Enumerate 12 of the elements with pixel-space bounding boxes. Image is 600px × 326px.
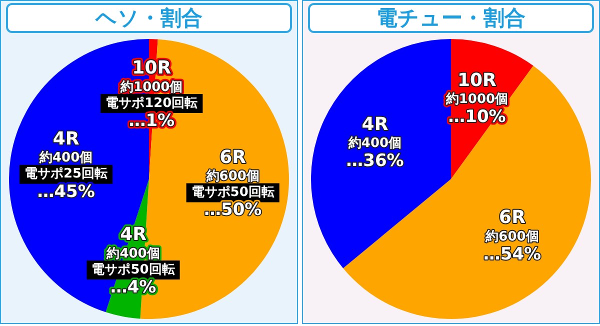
data-label: …36% xyxy=(346,151,404,172)
data-label: …54% xyxy=(483,244,542,264)
data-label: …45% xyxy=(37,182,95,202)
slice-label: 4R約400個電サポ25回転 xyxy=(24,128,108,182)
slice-label: 4R約400個 xyxy=(347,114,402,152)
data-label: …50% xyxy=(204,200,262,220)
chart-title: 電チュー・割合 xyxy=(308,3,594,33)
slice-label: 6R約600個 xyxy=(484,207,539,244)
slice-label: 10R約1000個電サポ120回転 xyxy=(106,58,198,111)
slice-label: 6R約600個電サポ50回転 xyxy=(191,146,274,200)
chart-title: ヘソ・割合 xyxy=(6,3,292,33)
data-label: …1% xyxy=(128,110,175,131)
